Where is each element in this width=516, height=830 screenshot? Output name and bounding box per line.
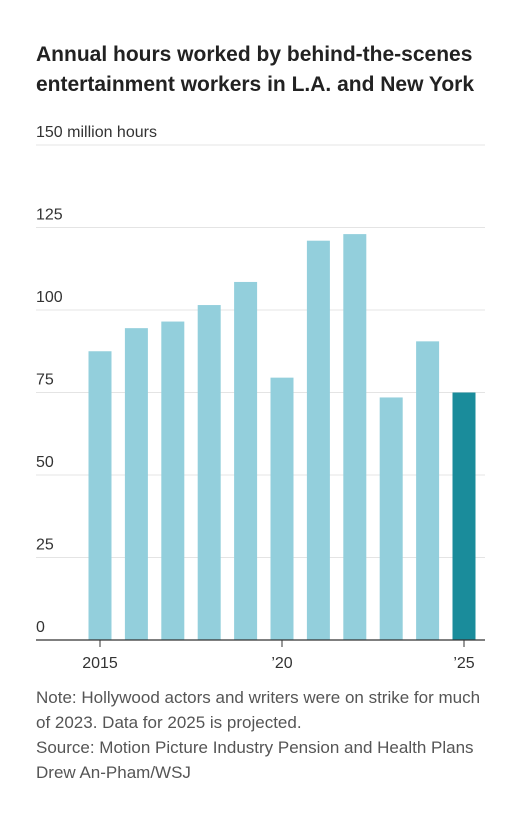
- chart-notes: Note: Hollywood actors and writers were …: [36, 685, 496, 785]
- bar-2023: [379, 397, 403, 640]
- y-tick-label-75: 75: [36, 372, 54, 389]
- y-tick-label-0: 0: [36, 619, 45, 636]
- bar-2019: [234, 281, 258, 640]
- bar-2020: [270, 377, 294, 640]
- bars: [88, 234, 476, 640]
- bar-2024: [416, 341, 440, 640]
- bar-2017: [161, 321, 185, 640]
- y-tick-label-100: 100: [36, 289, 63, 306]
- y-tick-label-25: 25: [36, 537, 54, 554]
- chart-title: Annual hours worked by behind-the-scenes…: [36, 43, 474, 96]
- source-text: Source: Motion Picture Industry Pension …: [36, 738, 474, 757]
- bar-2022: [343, 234, 367, 640]
- x-tick-label-2020: ’20: [271, 655, 292, 672]
- credit-text: Drew An-Pham/WSJ: [36, 763, 191, 782]
- bar-2021: [306, 240, 330, 640]
- bar-2016: [124, 328, 148, 640]
- x-axis: [36, 639, 485, 647]
- bar-chart: 0 25 50 75 100 125 150 million hours 2015 ’20 ’25: [36, 124, 485, 672]
- y-tick-label-125: 125: [36, 207, 63, 224]
- x-tick-label-2025: ’25: [453, 655, 474, 672]
- bar-2018: [197, 305, 221, 640]
- x-tick-label-2015: 2015: [82, 655, 118, 672]
- y-tick-label-150: 150 million hours: [36, 124, 157, 141]
- bar-2015: [88, 351, 112, 640]
- axis-labels: 0 25 50 75 100 125 150 million hours 2015 ’20 ’25: [36, 124, 475, 672]
- y-tick-label-50: 50: [36, 454, 54, 471]
- bar-2025: [452, 392, 476, 640]
- note-text: Note: Hollywood actors and writers were …: [36, 688, 481, 732]
